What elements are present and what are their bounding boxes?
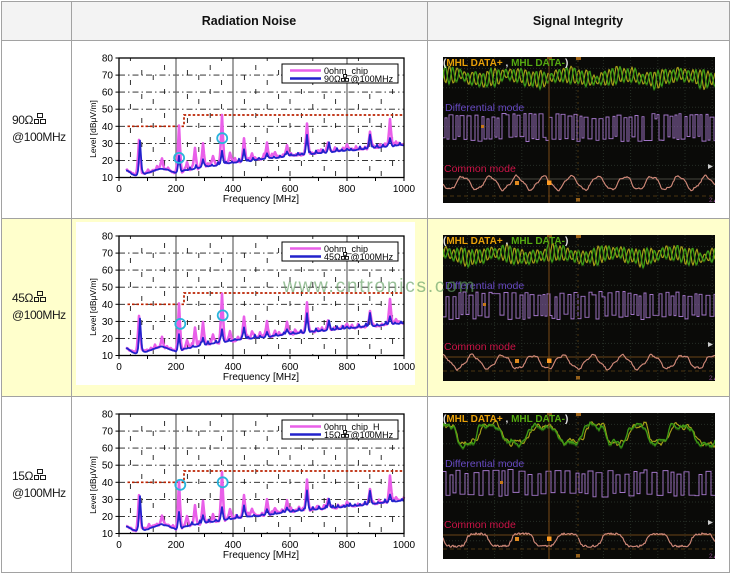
svg-text:30: 30 [102,495,114,506]
svg-text:60: 60 [102,444,114,455]
svg-text:(MHL DATA+ , MHL DATA-): (MHL DATA+ , MHL DATA-) [443,58,568,69]
svg-text:40: 40 [102,300,114,311]
svg-text:Common mode: Common mode [444,163,516,175]
svg-text:50: 50 [102,105,114,116]
svg-text:0: 0 [116,184,122,195]
svg-text:Frequency [MHz]: Frequency [MHz] [223,550,299,561]
svg-text:400: 400 [225,540,242,551]
svg-text:(MHL DATA+ , MHL DATA-): (MHL DATA+ , MHL DATA-) [443,236,568,247]
svg-text:20: 20 [102,334,114,345]
svg-text:(MHL DATA+ , MHL DATA-): (MHL DATA+ , MHL DATA-) [443,414,568,425]
svg-text:@100MHz: @100MHz [351,74,394,84]
svg-text:200: 200 [168,184,185,195]
svg-text:0ohm_chip: 0ohm_chip [324,66,368,76]
svg-text:Differential mode: Differential mode [445,102,524,114]
svg-text:400: 400 [225,184,242,195]
svg-text:10: 10 [102,173,114,184]
svg-text:600: 600 [282,540,299,551]
svg-text:2▲: 2▲ [709,554,715,559]
svg-text:0: 0 [116,362,122,373]
svg-text:80: 80 [102,232,114,243]
svg-text:90Ω: 90Ω [324,74,341,84]
svg-text:15Ω: 15Ω [324,430,341,440]
svg-text:10: 10 [102,529,114,540]
svg-text:600: 600 [282,362,299,373]
svg-text:2▲: 2▲ [709,376,715,381]
svg-text:0: 0 [116,540,122,551]
svg-text:20: 20 [102,156,114,167]
svg-text:Frequency [MHz]: Frequency [MHz] [223,194,299,205]
svg-text:80: 80 [102,54,114,65]
svg-text:800: 800 [339,184,356,195]
svg-text:2▲: 2▲ [709,198,715,203]
svg-text:Level [dBμV/m]: Level [dBμV/m] [88,278,98,336]
svg-text:1000: 1000 [393,184,415,195]
svg-text:0ohm_chip_H: 0ohm_chip_H [324,422,380,432]
svg-text:200: 200 [168,540,185,551]
svg-text:70: 70 [102,427,114,438]
svg-text:70: 70 [102,71,114,82]
svg-text:Differential mode: Differential mode [445,280,524,292]
svg-text:60: 60 [102,88,114,99]
svg-text:40: 40 [102,478,114,489]
svg-text:Level [dBμV/m]: Level [dBμV/m] [88,100,98,158]
svg-text:30: 30 [102,317,114,328]
svg-text:40: 40 [102,122,114,133]
svg-text:Frequency [MHz]: Frequency [MHz] [223,372,299,383]
svg-text:45Ω: 45Ω [324,252,341,262]
svg-text:800: 800 [339,540,356,551]
svg-text:Differential mode: Differential mode [445,458,524,470]
svg-text:50: 50 [102,461,114,472]
svg-text:50: 50 [102,283,114,294]
svg-text:20: 20 [102,512,114,523]
svg-text:Common mode: Common mode [444,519,516,531]
svg-text:30: 30 [102,139,114,150]
svg-text:0ohm_chip: 0ohm_chip [324,244,368,254]
svg-text:70: 70 [102,249,114,260]
svg-text:1000: 1000 [393,540,415,551]
svg-text:Level [dBμV/m]: Level [dBμV/m] [88,456,98,514]
svg-text:@100MHz: @100MHz [351,252,394,262]
svg-text:1000: 1000 [393,362,415,373]
svg-text:@100MHz: @100MHz [351,430,394,440]
svg-text:800: 800 [339,362,356,373]
svg-text:200: 200 [168,362,185,373]
svg-text:Common mode: Common mode [444,341,516,353]
svg-text:400: 400 [225,362,242,373]
svg-text:10: 10 [102,351,114,362]
svg-text:600: 600 [282,184,299,195]
svg-text:80: 80 [102,410,114,421]
svg-text:60: 60 [102,266,114,277]
